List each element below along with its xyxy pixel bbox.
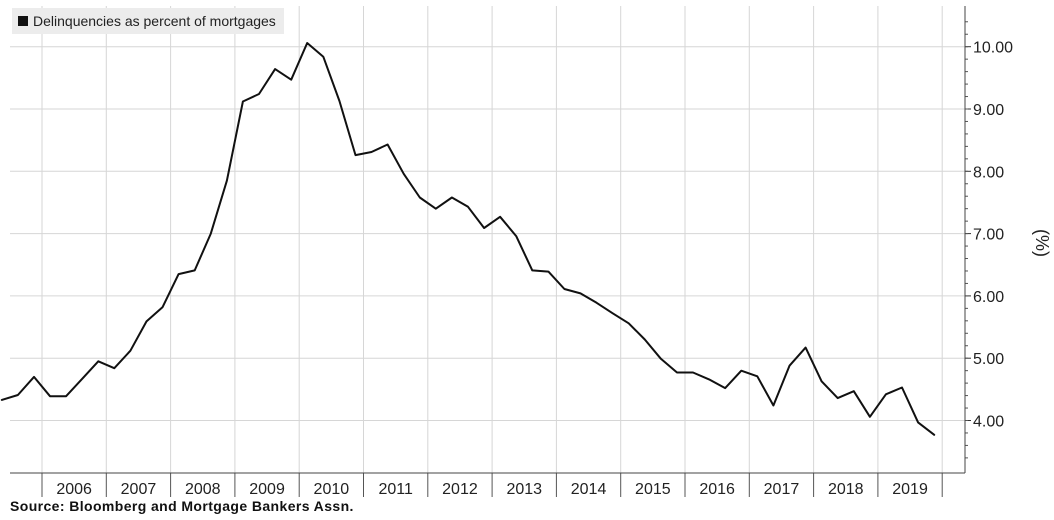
x-tick-label: 2017 — [764, 481, 800, 498]
y-axis-title: (%) — [1032, 229, 1052, 257]
x-tick-label: 2006 — [56, 481, 92, 498]
y-tick-label: 4.00 — [973, 414, 1004, 431]
axes — [10, 6, 971, 497]
series-layer — [0, 42, 936, 436]
x-tick-label: 2018 — [828, 481, 864, 498]
x-tick-label: 2015 — [635, 481, 671, 498]
gridlines — [10, 6, 965, 473]
x-tick-label: 2009 — [249, 481, 285, 498]
x-tick-label: 2019 — [892, 481, 928, 498]
x-tick-label: 2014 — [571, 481, 607, 498]
tick-labels: 4.00 5.00 6.00 7.00 8.00 9.00 10.00 2006 2007 200… — [56, 40, 1052, 498]
x-tick-label: 2012 — [442, 481, 478, 498]
x-tick-label: 2011 — [378, 481, 413, 498]
source-note: Source: Bloomberg and Mortgage Bankers A… — [10, 498, 354, 514]
legend-swatch-delinquencies — [18, 16, 28, 26]
x-tick-label: 2007 — [121, 481, 157, 498]
x-tick-label: 2016 — [699, 481, 735, 498]
legend: Delinquencies as percent of mortgages — [12, 8, 284, 34]
x-tick-label: 2008 — [185, 481, 221, 498]
legend-label-delinquencies: Delinquencies as percent of mortgages — [33, 13, 276, 29]
y-tick-label: 5.00 — [973, 351, 1004, 368]
x-tick-label: 2010 — [314, 481, 350, 498]
y-tick-label: 7.00 — [973, 227, 1004, 244]
y-tick-label: 6.00 — [973, 289, 1004, 306]
x-tick-label: 2013 — [506, 481, 542, 498]
series-line-delinquencies — [0, 42, 936, 436]
y-tick-label: 10.00 — [973, 40, 1013, 57]
y-tick-label: 9.00 — [973, 102, 1004, 119]
y-tick-label: 8.00 — [973, 164, 1004, 181]
